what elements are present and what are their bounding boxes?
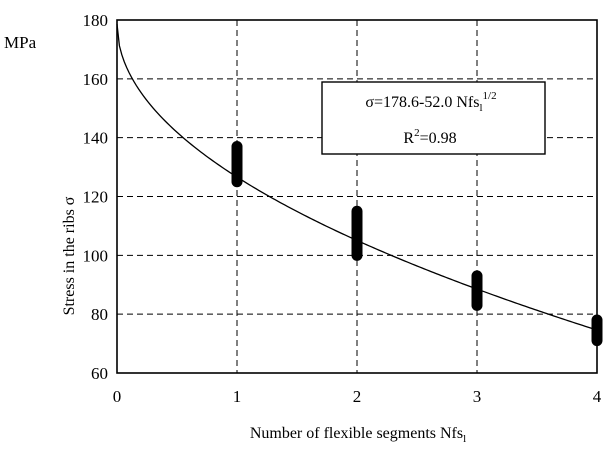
x-tick-label: 4 (593, 387, 602, 406)
equation-exponent: 1/2 (483, 90, 497, 102)
y-tick-label: 180 (83, 11, 109, 30)
x-tick-label: 3 (473, 387, 482, 406)
x-axis-title: Number of flexible segments Nfsl (250, 425, 466, 445)
y-tick-label: 120 (83, 188, 109, 207)
data-points (231, 140, 603, 347)
y-tick-label: 60 (91, 364, 108, 383)
grid-lines (117, 20, 597, 373)
r-squared-text: R2=0.98 (403, 127, 456, 147)
equation-box (321, 81, 546, 155)
x-tick-label: 1 (233, 387, 242, 406)
y-axis-title: Stress in the ribs σ (61, 196, 78, 315)
x-axis-title-subscript: l (463, 433, 466, 445)
y-tick-label: 160 (83, 70, 109, 89)
tick-labels: 0 1 2 3 4 60 80 100 120 140 160 180 (83, 11, 602, 406)
plot-frame (116, 19, 598, 374)
r-squared-value: =0.98 (420, 130, 457, 147)
equation-subscript: l (479, 102, 482, 114)
y-unit-label: MPa (4, 33, 37, 52)
x-tick-label: 2 (353, 387, 362, 406)
y-tick-label: 80 (91, 305, 108, 324)
x-tick-label: 0 (113, 387, 122, 406)
r-squared-prefix: R (403, 130, 414, 147)
x-axis-title-main: Number of flexible segments Nfs (250, 425, 463, 442)
equation-main: σ=178.6-52.0 Nfs (365, 94, 479, 111)
y-tick-label: 100 (83, 246, 109, 265)
y-tick-label: 140 (83, 129, 109, 148)
equation-text: σ=178.6-52.0 Nfsl1/2 (365, 90, 496, 114)
r-squared-exponent: 2 (414, 127, 420, 139)
